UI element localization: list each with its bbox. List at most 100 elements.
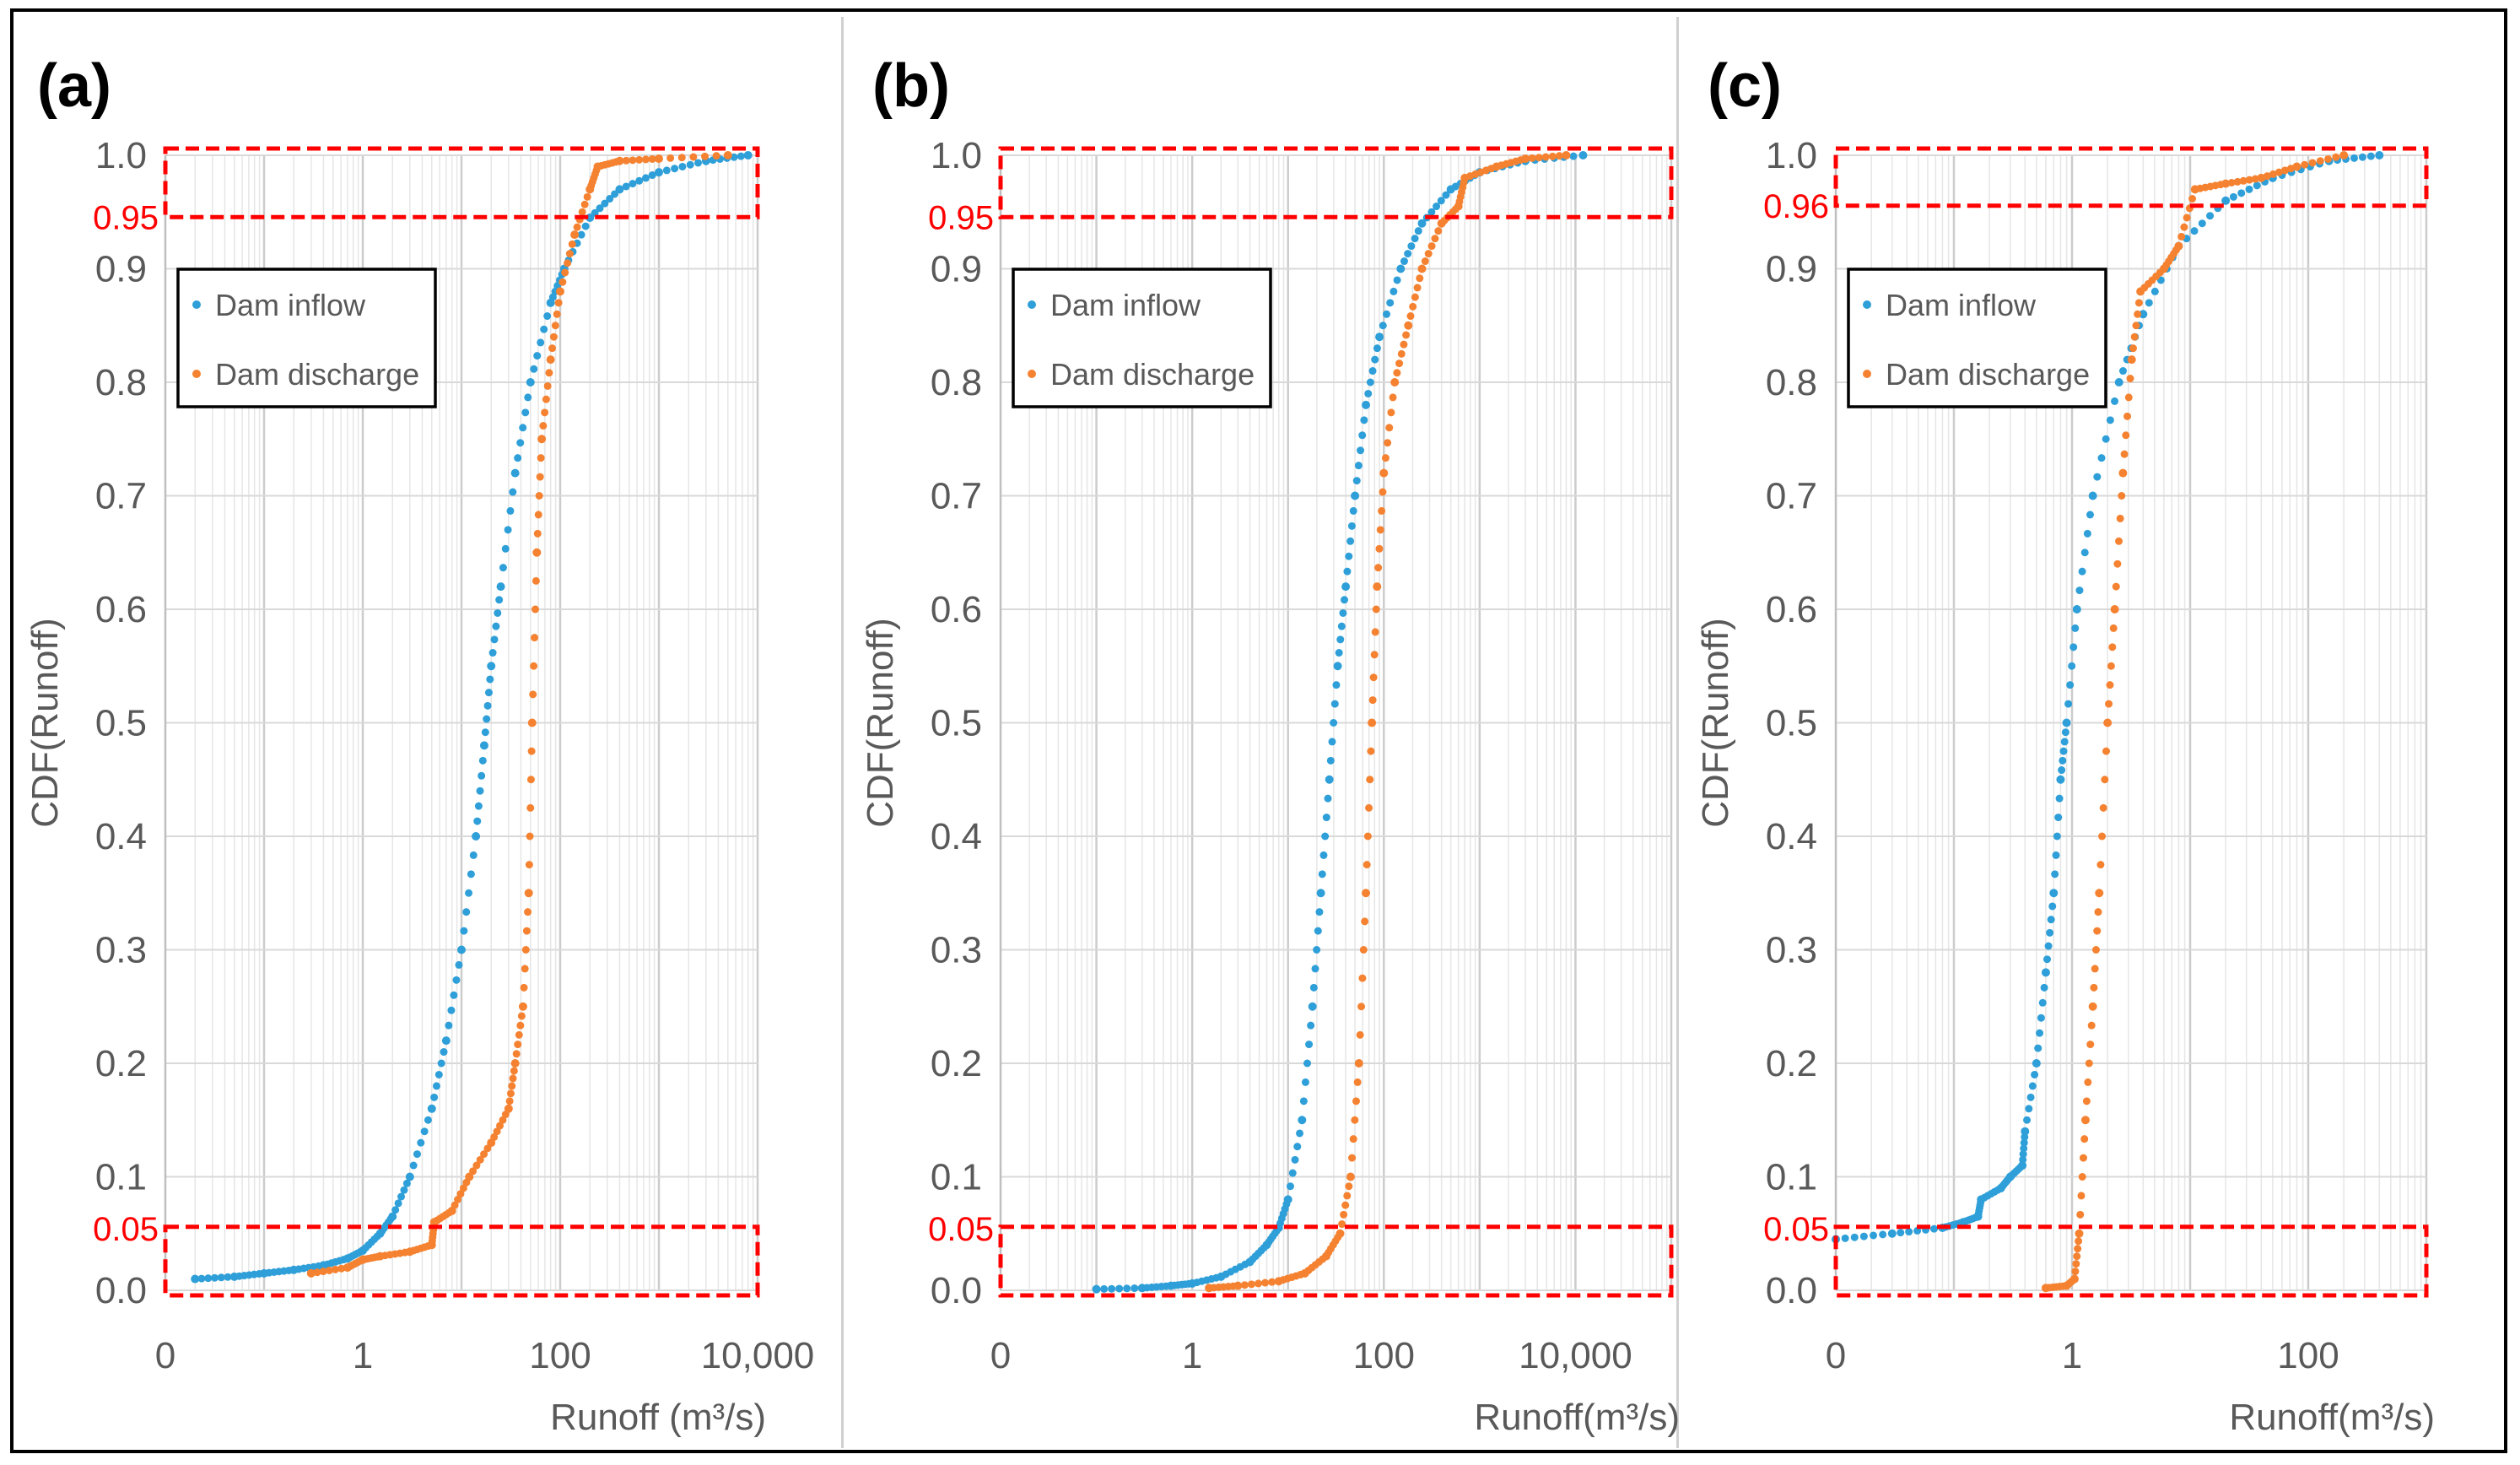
y-tick-label: 0.4 — [95, 816, 147, 857]
data-point — [2308, 159, 2317, 167]
data-point — [409, 1161, 418, 1170]
data-point — [2085, 1059, 2093, 1068]
threshold-box — [998, 1224, 1674, 1298]
x-tick-label: 10,000 — [1519, 1335, 1632, 1376]
data-point — [2101, 776, 2109, 784]
data-point — [2051, 870, 2059, 878]
data-point — [2088, 491, 2097, 500]
data-point — [537, 338, 545, 347]
legend: Dam inflow Dam discharge — [1847, 268, 2107, 408]
data-point — [1373, 582, 1382, 592]
series-dam-inflow — [1832, 151, 2384, 1244]
data-point — [1379, 468, 1389, 478]
data-point — [1333, 662, 1342, 671]
data-point — [1366, 378, 1374, 387]
data-point — [2237, 189, 2246, 197]
threshold-box — [1833, 1224, 2429, 1298]
data-point — [2038, 998, 2047, 1007]
data-point — [313, 1268, 321, 1277]
data-point — [2069, 643, 2078, 651]
data-point — [483, 715, 491, 723]
data-point — [1378, 506, 1386, 515]
data-point — [487, 662, 496, 671]
data-point — [2093, 473, 2102, 481]
data-point — [457, 945, 466, 954]
data-point — [1427, 242, 1436, 251]
data-point — [2107, 662, 2115, 670]
data-point — [2206, 212, 2215, 220]
data-point — [455, 960, 463, 969]
data-point — [2069, 1274, 2079, 1284]
data-point — [1349, 506, 1357, 515]
data-point — [591, 208, 599, 217]
data-point — [1390, 378, 1400, 387]
data-point — [1541, 153, 1550, 161]
data-point — [512, 1050, 521, 1058]
data-point — [1336, 1229, 1345, 1238]
data-point — [1427, 208, 1436, 216]
chart-panel-b: 0.0 0.1 0.2 0.3 0.4 0.5 0.6 0.7 0.8 0.9 1.0 0 1 100 10… — [849, 12, 1684, 1457]
y-tick-label: 0.8 — [95, 362, 147, 403]
y-tick-label: 0.9 — [95, 249, 147, 290]
data-point — [484, 689, 493, 697]
data-point — [2086, 511, 2095, 519]
data-point — [1375, 332, 1384, 342]
data-point — [526, 803, 535, 812]
data-point — [1313, 946, 1321, 954]
data-point — [525, 861, 533, 869]
x-tick-label: 1 — [353, 1335, 373, 1376]
data-point — [1358, 431, 1367, 440]
data-point — [2102, 747, 2110, 755]
data-point — [459, 1184, 467, 1192]
data-point — [2091, 946, 2100, 954]
data-point — [2109, 624, 2118, 632]
data-point — [402, 1179, 411, 1187]
data-point — [1364, 389, 1373, 397]
data-point — [1366, 776, 1374, 784]
data-point — [1247, 1280, 1255, 1289]
data-point — [1341, 1201, 1350, 1209]
data-point — [2061, 728, 2069, 737]
data-point — [635, 176, 644, 185]
x-tick-label: 0 — [1826, 1335, 1846, 1376]
data-point — [1409, 302, 1417, 311]
data-point — [441, 1036, 451, 1046]
x-tick-label: 100 — [2277, 1335, 2339, 1376]
data-point — [1905, 1228, 1913, 1236]
threshold-label: 0.05 — [1763, 1211, 1829, 1248]
data-point — [467, 870, 475, 878]
data-point — [397, 1192, 406, 1201]
data-point — [648, 154, 656, 163]
data-point — [2227, 179, 2236, 187]
data-point — [622, 156, 630, 165]
data-point — [1411, 235, 1419, 243]
data-point — [2047, 916, 2055, 924]
data-point — [662, 166, 671, 175]
x-axis-label: Runoff(m³/s) — [2229, 1397, 2435, 1438]
data-point — [1286, 1182, 1294, 1191]
x-axis-label: Runoff (m³/s) — [550, 1397, 766, 1438]
data-point — [1347, 522, 1356, 530]
data-point — [1887, 1229, 1897, 1238]
x-tick-label: 0 — [990, 1335, 1011, 1376]
data-point — [481, 728, 489, 737]
data-point — [486, 675, 494, 684]
data-point — [541, 408, 549, 417]
legend: Dam inflow Dam discharge — [176, 268, 437, 408]
legend-label: Dam discharge — [1886, 357, 2090, 392]
y-tick-label: 0.6 — [1766, 589, 1817, 630]
data-point — [723, 151, 732, 159]
data-point — [2049, 889, 2059, 898]
data-point — [1386, 299, 1395, 307]
y-tick-label: 0.8 — [1766, 362, 1817, 403]
data-point — [2127, 355, 2136, 365]
data-point — [1352, 477, 1361, 485]
data-point — [217, 1273, 225, 1282]
data-point — [499, 564, 507, 572]
data-point — [1328, 738, 1336, 746]
data-point — [1371, 355, 1379, 364]
data-point — [2062, 718, 2071, 727]
data-point — [2055, 794, 2064, 803]
data-point — [469, 851, 478, 859]
data-point — [516, 439, 525, 447]
